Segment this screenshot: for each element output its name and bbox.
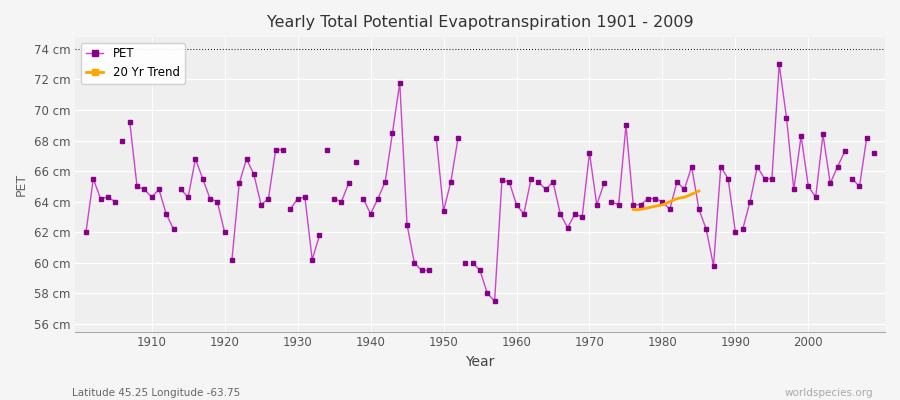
Text: worldspecies.org: worldspecies.org <box>785 388 873 398</box>
Text: Latitude 45.25 Longitude -63.75: Latitude 45.25 Longitude -63.75 <box>72 388 240 398</box>
Y-axis label: PET: PET <box>15 172 28 196</box>
Title: Yearly Total Potential Evapotranspiration 1901 - 2009: Yearly Total Potential Evapotranspiratio… <box>266 15 693 30</box>
Legend: PET, 20 Yr Trend: PET, 20 Yr Trend <box>81 43 184 84</box>
X-axis label: Year: Year <box>465 355 495 369</box>
